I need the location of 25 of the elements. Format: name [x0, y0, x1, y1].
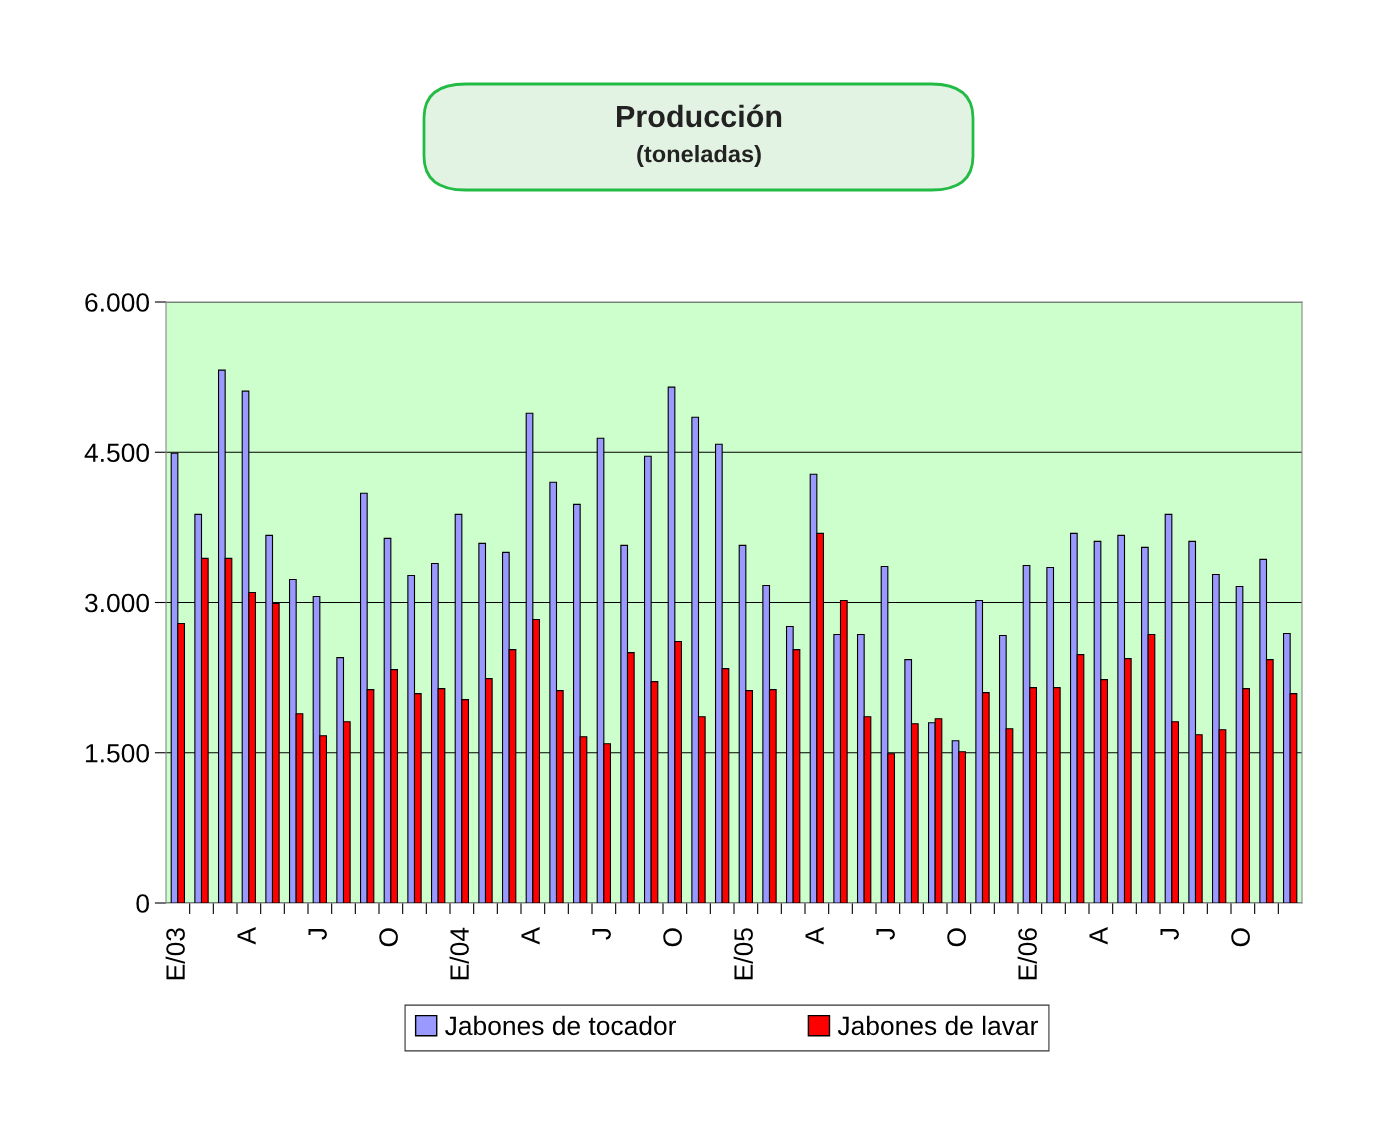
x-tick-label: E/06 — [1017, 928, 1037, 980]
x-tick-label: O — [379, 928, 398, 947]
x-tick-label: A — [237, 927, 256, 945]
legend-label: Jabones de lavar — [837, 1015, 1038, 1036]
chart-title: Producción — [617, 104, 782, 128]
x-tick-label: J — [308, 929, 327, 940]
x-tick-label: J — [876, 929, 895, 940]
y-tick-label: 4.500 — [84, 443, 149, 463]
x-tick-label: O — [1231, 928, 1250, 947]
x-tick-label: O — [947, 928, 966, 947]
x-tick-label: O — [663, 928, 682, 947]
y-tick-label: 1.500 — [86, 743, 149, 763]
y-tick-label: 0 — [136, 894, 149, 913]
x-tick-label: A — [1089, 927, 1108, 945]
x-tick-label: A — [805, 927, 824, 945]
chart-subtitle: (toneladas) — [637, 145, 761, 168]
x-tick-label: J — [1160, 929, 1179, 940]
x-tick-label: E/03 — [165, 928, 185, 980]
x-tick-label: E/04 — [449, 927, 469, 980]
x-tick-label: A — [521, 927, 540, 945]
legend-label: Jabones de tocador — [445, 1015, 677, 1036]
y-tick-label: 6.000 — [85, 293, 149, 312]
y-tick-label: 3.000 — [85, 593, 149, 613]
x-tick-label: J — [592, 929, 611, 940]
x-tick-label: E/05 — [733, 928, 753, 980]
